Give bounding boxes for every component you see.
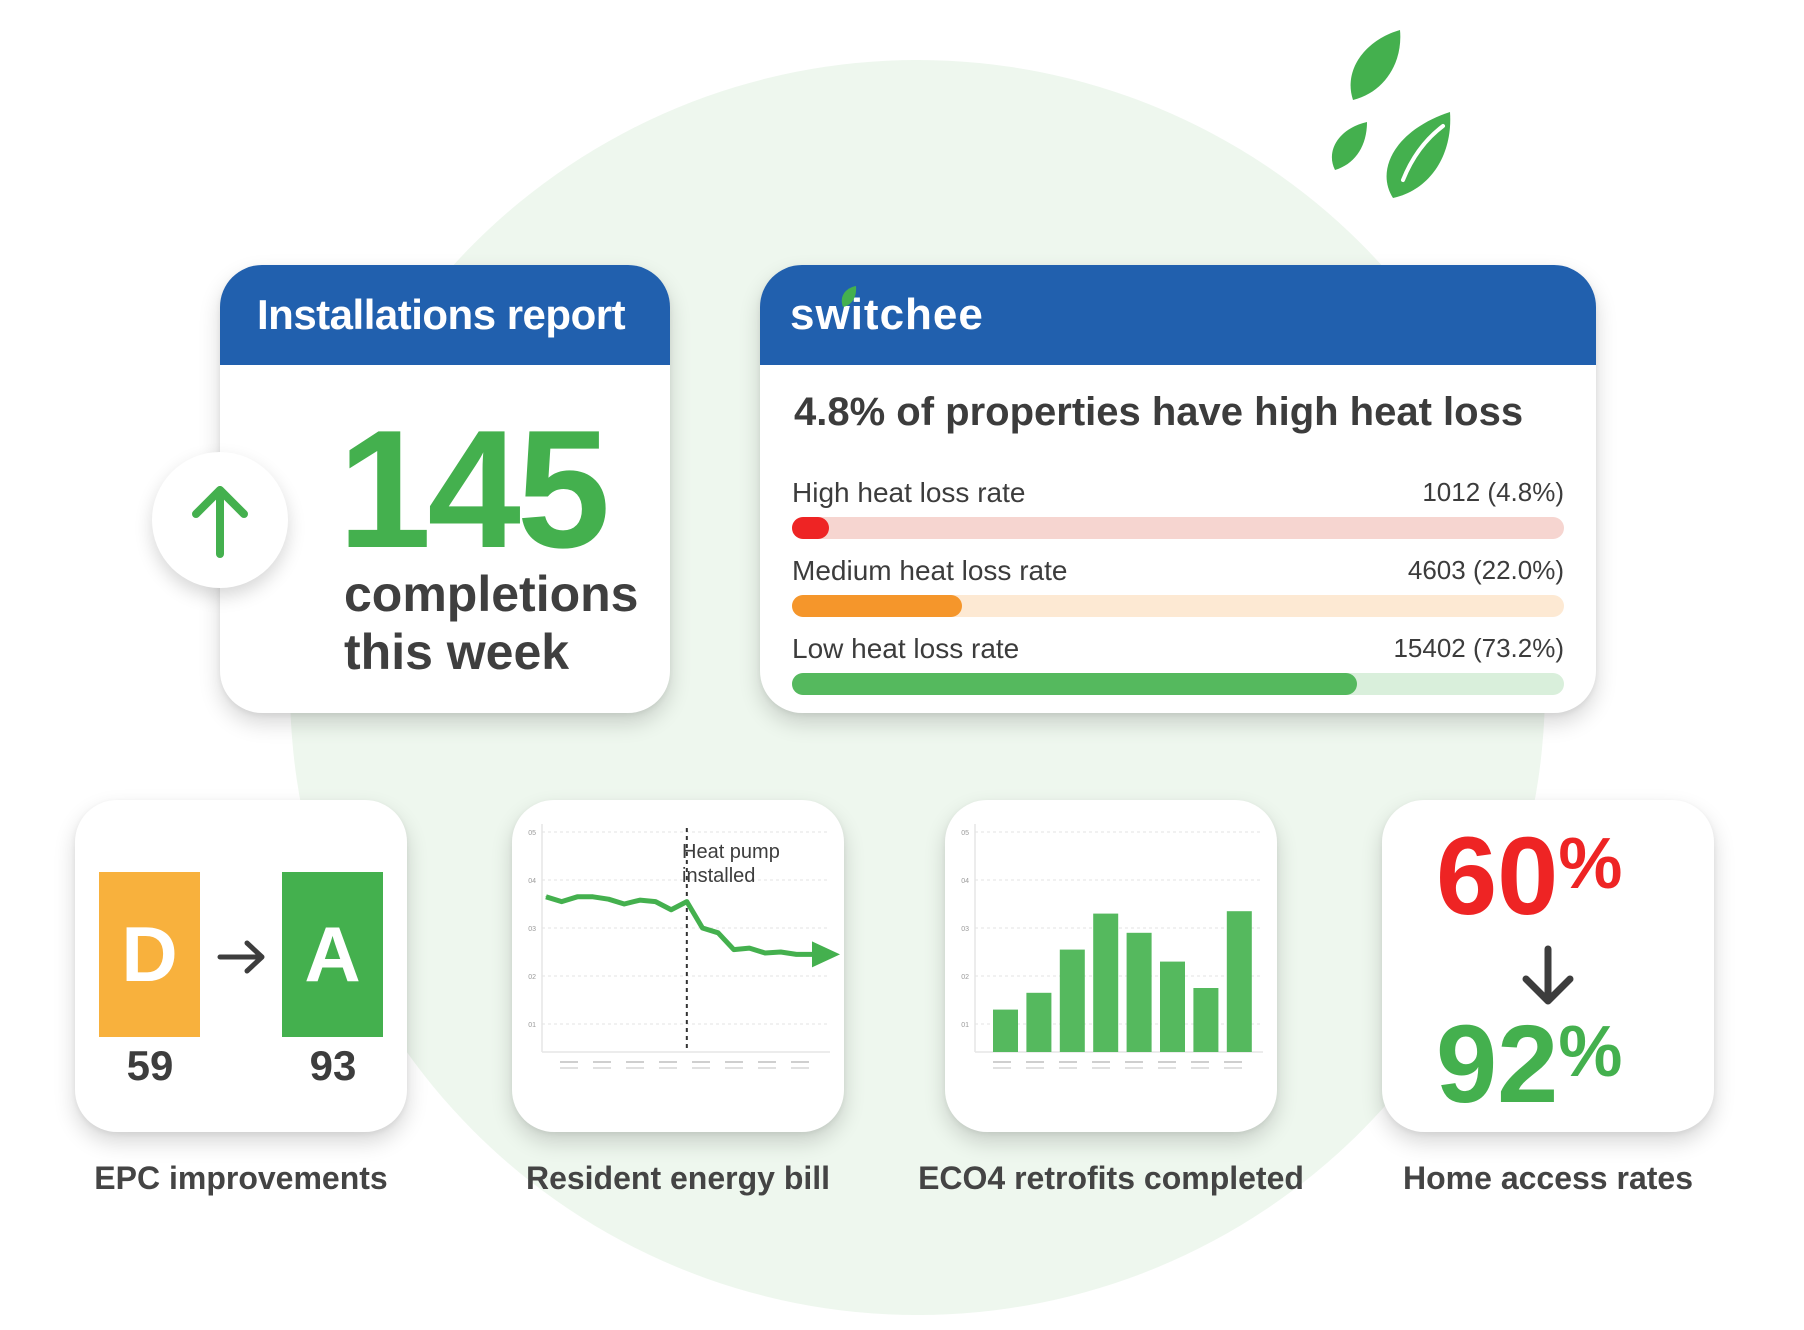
- arrow-down-icon: [1522, 945, 1574, 1005]
- rate-value: 4603 (22.0%): [1407, 555, 1564, 585]
- rate-fill: [792, 517, 830, 539]
- y-tick-label: 02: [961, 974, 969, 981]
- rate-fill: [792, 673, 1358, 695]
- data-point: [780, 951, 782, 953]
- access-after-value: 92: [1436, 1003, 1559, 1126]
- rate-label: Low heat loss rate: [792, 633, 1020, 664]
- bar: [993, 1009, 1018, 1052]
- data-point: [561, 901, 563, 903]
- eco4-bar-chart: 05 04 03 02 01: [961, 824, 1263, 1069]
- data-point: [717, 932, 719, 934]
- switchee-logo: switchee: [790, 290, 984, 339]
- y-tick-label: 03: [528, 926, 536, 933]
- y-tick-label: 05: [528, 830, 536, 837]
- heat-loss-heading: 4.8% of properties have high heat loss: [794, 390, 1524, 434]
- data-point: [733, 949, 735, 951]
- energy-bill-chart: 05 04 03 02 01: [528, 824, 840, 1069]
- bar: [1059, 949, 1085, 1052]
- y-tick-label: 01: [961, 1022, 969, 1029]
- completions-line-2: this week: [344, 624, 570, 680]
- bar: [1226, 911, 1252, 1052]
- data-point: [795, 953, 797, 955]
- y-tick-label: 03: [961, 926, 969, 933]
- bar: [1026, 992, 1052, 1052]
- data-point: [686, 901, 688, 903]
- epc-improvements-card: D A 59 93: [75, 800, 407, 1132]
- leaves-icon: [1331, 30, 1451, 198]
- percent-sign: %: [1558, 824, 1623, 904]
- completions-count: 145: [338, 395, 610, 583]
- data-point: [701, 927, 703, 929]
- line-arrowhead: [812, 941, 840, 968]
- rate-label: High heat loss rate: [792, 477, 1026, 508]
- percent-sign: %: [1558, 1012, 1623, 1092]
- epc-rating-after: A: [282, 872, 383, 1037]
- data-point: [748, 947, 750, 949]
- home-access-card: 60% 92%: [1382, 800, 1714, 1132]
- completions-caption: completions this week: [344, 565, 638, 681]
- rate-label: Medium heat loss rate: [792, 555, 1068, 586]
- data-point: [811, 953, 813, 955]
- data-point: [670, 909, 672, 911]
- y-tick-label: 04: [961, 878, 969, 885]
- leaf-icon: [841, 286, 857, 307]
- completions-line-1: completions: [344, 566, 639, 622]
- eco4-retrofits-card: 05 04 03 02 01: [945, 800, 1277, 1132]
- data-point: [608, 898, 610, 900]
- switchee-header: switchee: [760, 265, 1596, 365]
- installations-report-header: Installations report: [220, 265, 670, 365]
- data-point: [623, 903, 625, 905]
- access-rate-after: 92%: [1436, 1010, 1622, 1120]
- annotation-line-1: Heat pump: [682, 841, 780, 863]
- bar: [1160, 961, 1185, 1052]
- y-tick-label: 05: [961, 830, 969, 837]
- rate-track: [792, 517, 1564, 539]
- rate-value: 1012 (4.8%): [1422, 477, 1564, 507]
- data-point: [592, 896, 594, 898]
- rate-value: 15402 (73.2%): [1393, 633, 1564, 663]
- data-point: [639, 899, 641, 901]
- rate-track: [792, 673, 1564, 695]
- epc-improvements-caption: EPC improvements: [94, 1160, 388, 1196]
- y-tick-label: 02: [528, 974, 536, 981]
- access-before-value: 60: [1436, 815, 1559, 938]
- home-access-caption: Home access rates: [1403, 1160, 1693, 1196]
- access-rate-before: 60%: [1436, 822, 1622, 932]
- energy-bill-caption: Resident energy bill: [525, 1160, 831, 1196]
- bar: [1193, 988, 1219, 1052]
- installations-report-card: Installations report 145 completions thi…: [220, 265, 670, 713]
- trend-up-badge: [152, 452, 288, 588]
- annotation-line-2: installed: [682, 865, 756, 887]
- heat-loss-card: switchee 4.8% of properties have high he…: [760, 265, 1596, 713]
- rate-fill: [792, 595, 962, 617]
- data-point: [576, 896, 578, 898]
- energy-bill-card: 05 04 03 02 01 Heat pump installed: [512, 800, 844, 1132]
- epc-score-after: 93: [309, 1042, 357, 1089]
- data-point: [655, 901, 657, 903]
- epc-rating-before: D: [99, 872, 200, 1037]
- arrow-right-icon: [217, 940, 265, 974]
- energy-bill-line: [545, 894, 812, 957]
- data-point: [764, 952, 766, 954]
- epc-score-before: 59: [126, 1042, 174, 1089]
- bar: [1126, 932, 1152, 1052]
- data-point: [545, 896, 547, 898]
- eco4-caption: ECO4 retrofits completed: [918, 1160, 1304, 1196]
- bar: [1093, 913, 1119, 1052]
- rate-track: [792, 595, 1564, 617]
- arrow-up-icon: [192, 486, 248, 558]
- y-tick-label: 04: [528, 878, 536, 885]
- y-tick-label: 01: [528, 1022, 536, 1029]
- heat-pump-annotation: Heat pump installed: [682, 840, 780, 888]
- installations-report-title: Installations report: [257, 291, 626, 338]
